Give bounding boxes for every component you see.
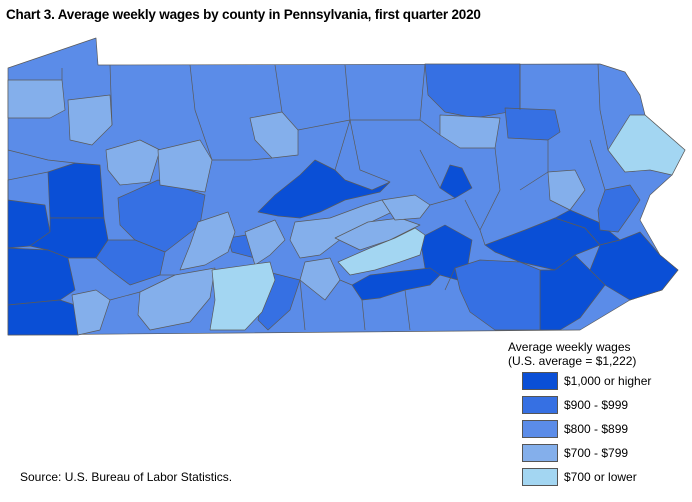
county [71,289,111,336]
legend-swatch [522,468,558,486]
legend-swatch [522,420,558,438]
legend: Average weekly wages (U.S. average = $1,… [508,340,688,488]
map-title: Chart 3. Average weekly wages by county … [6,7,481,22]
county [539,254,606,331]
legend-swatch [522,444,558,462]
legend-item: $900 - $999 [508,394,688,416]
county [381,194,431,221]
county [47,162,105,219]
county [607,114,686,176]
county [334,217,421,251]
county [209,261,276,331]
county [439,164,473,199]
county [179,211,236,271]
legend-label: $900 - $999 [564,398,629,412]
county [137,267,216,331]
tier-1000-plus-counties [7,159,679,336]
county [504,107,561,141]
legend-item: $800 - $899 [508,418,688,440]
county [7,299,79,336]
county [257,159,391,219]
county [299,257,341,301]
county [454,259,541,331]
legend-item: $700 or lower [508,466,688,488]
tier-700-lower-counties [209,114,686,331]
legend-label: $700 or lower [564,470,637,484]
legend-item: $700 - $799 [508,442,688,464]
legend-label: $700 - $799 [564,446,629,460]
county [337,227,426,276]
county [105,139,161,186]
county [547,169,586,211]
county [7,247,76,306]
county [157,139,213,193]
legend-item: $1,000 or higher [508,370,688,392]
county [597,184,641,233]
county [7,79,66,119]
county-boundaries [7,63,609,331]
legend-label: $800 - $899 [564,422,629,436]
county [95,239,166,286]
county [244,219,286,266]
legend-swatch [522,396,558,414]
legend-heading-line1: Average weekly wages [508,340,631,354]
tier-700-799-counties [7,79,586,336]
county [351,267,441,301]
legend-swatch [522,372,558,390]
source-note: Source: U.S. Bureau of Labor Statistics. [20,470,233,484]
legend-heading-line2: (U.S. average = $1,222) [508,354,637,368]
county [439,114,501,149]
legend-label: $1,000 or higher [564,374,652,388]
county [67,94,113,146]
county [484,217,601,271]
